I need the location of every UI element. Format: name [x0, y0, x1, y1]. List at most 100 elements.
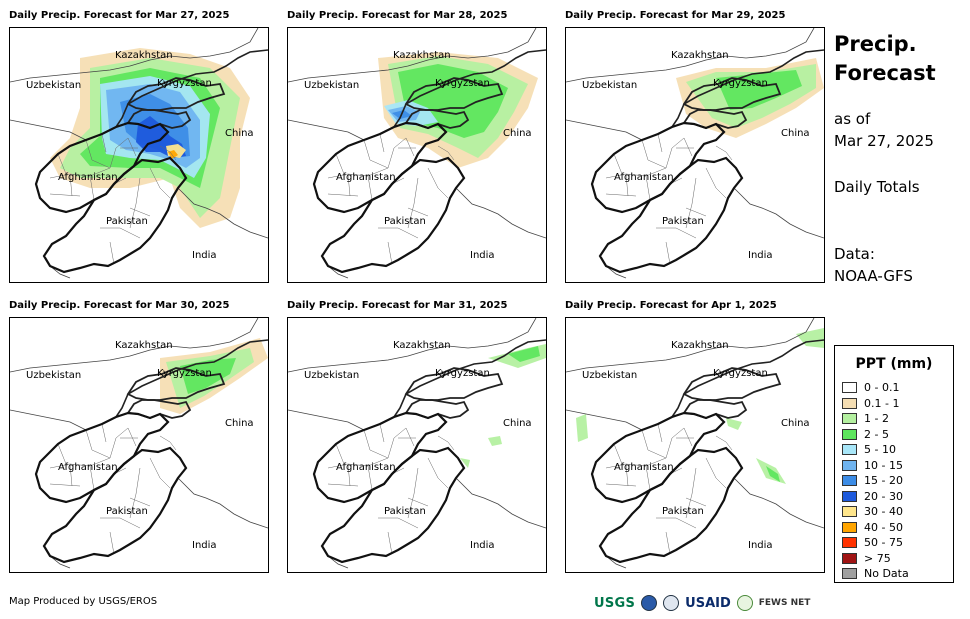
district-boundary: [119, 227, 141, 239]
district-boundary: [335, 443, 345, 465]
map-label-pakistan: Pakistan: [106, 216, 148, 227]
map-svg: Kazakhstan Uzbekistan Kyrgyzstan China Afgha…: [566, 318, 824, 569]
district-boundary: [69, 463, 73, 487]
district-boundary: [129, 467, 141, 519]
map-label-uzbekistan: Uzbekistan: [26, 80, 81, 91]
district-boundary: [407, 497, 429, 507]
forecast-panel-6: Daily Precip. Forecast for Apr 1, 2025 K…: [565, 300, 825, 573]
district-boundary: [101, 133, 107, 153]
district-boundary: [641, 429, 667, 459]
country-border: [10, 28, 259, 83]
map-label-uzbekistan: Uzbekistan: [582, 370, 637, 381]
country-border: [566, 318, 815, 373]
legend-swatch: [842, 397, 857, 409]
legend-item: 15 - 20: [842, 473, 903, 488]
district-boundary: [427, 457, 449, 489]
district-boundary: [327, 457, 389, 469]
country-border: [455, 187, 546, 239]
district-boundary: [625, 463, 629, 487]
afghanistan-outline: [590, 121, 726, 214]
district-boundary: [85, 139, 111, 169]
pakistan-outline: [598, 156, 744, 274]
map-label-china: China: [781, 128, 810, 139]
panel-title: Daily Precip. Forecast for Mar 30, 2025: [9, 300, 230, 311]
map-svg: Kazakhstan Uzbekistan Kyrgyzstan China Afgha…: [10, 28, 268, 279]
map-label-pakistan: Pakistan: [384, 506, 426, 517]
district-boundary: [613, 443, 623, 465]
district-boundary: [705, 167, 727, 199]
district-boundary: [69, 173, 73, 197]
legend-label: 15 - 20: [864, 474, 903, 487]
district-boundary: [405, 427, 415, 447]
usgs-logo: USGS: [594, 595, 636, 611]
district-boundary: [387, 241, 393, 265]
country-border: [605, 555, 627, 569]
district-boundary: [685, 177, 697, 229]
district-boundary: [625, 173, 629, 197]
forecast-map: Kazakhstan Uzbekistan Kyrgyzstan China Afgha…: [287, 27, 547, 283]
district-boundary: [645, 465, 651, 491]
legend-item: 0.1 - 1: [842, 396, 899, 411]
district-boundary: [437, 435, 455, 451]
country-border: [10, 119, 87, 141]
legend-item: 50 - 75: [842, 535, 903, 550]
heading-line-2: Forecast: [834, 61, 936, 85]
forecast-panel-2: Daily Precip. Forecast for Mar 28, 2025 …: [287, 10, 547, 283]
dos-seal-icon: [663, 595, 680, 611]
legend-item: 2 - 5: [842, 427, 889, 442]
map-label-india: India: [192, 540, 217, 551]
map-label-kyrgyzstan: Kyrgyzstan: [157, 78, 212, 89]
district-boundary: [397, 517, 419, 529]
map-label-kazakhstan: Kazakhstan: [671, 340, 729, 351]
precip-area: [716, 70, 802, 110]
country-border: [115, 339, 268, 418]
legend-label: 10 - 15: [864, 458, 903, 472]
country-border: [455, 477, 546, 529]
district-boundary: [685, 207, 707, 217]
legend-item: 1 - 2: [842, 411, 889, 426]
fews-globe-icon: [736, 595, 753, 611]
forecast-panel-1: Daily Precip. Forecast for Mar 27, 2025 …: [9, 10, 269, 283]
district-boundary: [605, 167, 667, 179]
district-boundary: [49, 457, 111, 469]
district-boundary: [363, 139, 389, 169]
district-boundary: [129, 497, 151, 507]
data-source-block: Data: NOAA-GFS: [834, 243, 913, 287]
district-boundary: [129, 177, 141, 229]
map-svg: Kazakhstan Uzbekistan Kyrgyzstan China Afgha…: [288, 318, 546, 569]
legend-label: 2 - 5: [864, 427, 889, 441]
district-boundary: [605, 483, 637, 487]
map-label-afghanistan: Afghanistan: [58, 172, 118, 183]
legend-swatch: [842, 521, 857, 533]
district-boundary: [101, 423, 107, 443]
legend-item: > 75: [842, 551, 891, 566]
panel-title: Daily Precip. Forecast for Mar 28, 2025: [287, 10, 508, 21]
panel-title: Daily Precip. Forecast for Mar 29, 2025: [565, 10, 786, 21]
afghanistan-outline: [590, 411, 726, 504]
country-border: [671, 339, 824, 418]
precip-area: [796, 328, 824, 348]
district-boundary: [675, 227, 697, 239]
country-border: [288, 28, 537, 83]
district-boundary: [605, 193, 637, 197]
map-svg: Kazakhstan Uzbekistan Kyrgyzstan China Afgha…: [566, 28, 824, 279]
legend-swatch: [842, 506, 857, 517]
country-border: [49, 555, 71, 569]
precip-area: [726, 418, 742, 430]
country-border: [288, 119, 365, 141]
data-source: NOAA-GFS: [834, 267, 913, 285]
forecast-map: Kazakhstan Uzbekistan Kyrgyzstan China Afgha…: [565, 317, 825, 573]
district-boundary: [405, 137, 415, 157]
legend-swatch: [842, 382, 857, 393]
map-label-uzbekistan: Uzbekistan: [304, 80, 359, 91]
district-boundary: [89, 175, 95, 201]
map-label-kazakhstan: Kazakhstan: [115, 340, 173, 351]
legend-swatch: [842, 475, 857, 486]
afghanistan-outline: [34, 411, 170, 504]
legend-item: No Data: [842, 566, 909, 581]
district-boundary: [665, 137, 685, 169]
district-boundary: [127, 137, 137, 157]
legend-label: 5 - 10: [864, 443, 896, 456]
district-boundary: [657, 423, 663, 443]
forecast-map: Kazakhstan Uzbekistan Kyrgyzstan China Afgha…: [565, 27, 825, 283]
